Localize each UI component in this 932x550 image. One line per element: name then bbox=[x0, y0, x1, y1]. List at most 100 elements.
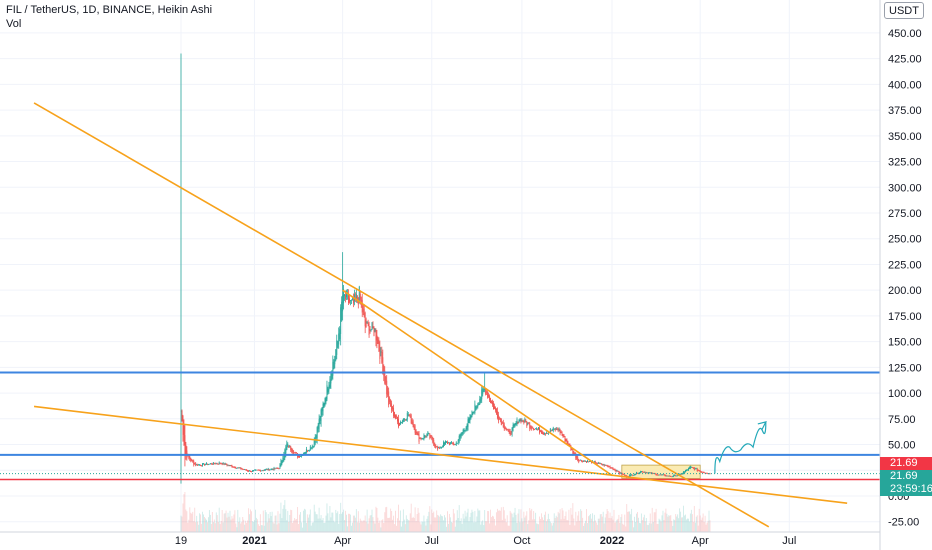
trendline-drawings[interactable] bbox=[33, 102, 848, 528]
candle-body bbox=[664, 474, 666, 477]
candle-body bbox=[432, 437, 434, 443]
candle-body bbox=[467, 419, 469, 427]
volume-bar bbox=[187, 522, 189, 532]
volume-bar bbox=[624, 514, 626, 532]
candle-body bbox=[557, 429, 559, 431]
volume-bar bbox=[640, 513, 642, 532]
volume-bar bbox=[641, 520, 643, 532]
volume-bar bbox=[415, 521, 417, 532]
time-axis[interactable]: 19 2021 Apr Jul Oct 2022 Apr Jul bbox=[175, 535, 796, 547]
candle-body bbox=[525, 420, 527, 423]
candle-body bbox=[585, 461, 587, 462]
candle-body bbox=[708, 473, 710, 475]
volume-bar bbox=[378, 522, 380, 532]
candle-body bbox=[269, 469, 271, 471]
volume-indicator-label[interactable]: Vol bbox=[6, 18, 22, 30]
trendline[interactable] bbox=[33, 405, 848, 504]
candle-body bbox=[399, 422, 400, 426]
candle-body bbox=[620, 472, 622, 474]
volume-bar bbox=[617, 518, 619, 532]
volume-bar bbox=[486, 521, 488, 532]
candle-body bbox=[345, 295, 347, 300]
candle-body bbox=[397, 416, 398, 422]
volume-bar bbox=[202, 511, 204, 532]
volume-bar bbox=[495, 512, 497, 532]
candle-body bbox=[280, 461, 282, 467]
volume-bar bbox=[681, 517, 683, 532]
volume-bar bbox=[310, 525, 312, 532]
volume-bar bbox=[466, 512, 468, 532]
candle-body bbox=[324, 398, 326, 406]
volume-bar bbox=[707, 520, 709, 532]
projection-arrowhead[interactable] bbox=[757, 420, 767, 431]
candle-body bbox=[244, 469, 246, 470]
volume-bar bbox=[267, 513, 269, 532]
candle-body bbox=[477, 403, 479, 407]
volume-bar bbox=[334, 522, 336, 532]
volume-bar bbox=[557, 511, 559, 532]
candle-body bbox=[226, 464, 228, 466]
volume-bar bbox=[336, 513, 338, 532]
candle-body bbox=[246, 469, 248, 471]
candle-body bbox=[339, 329, 341, 339]
candle-body bbox=[615, 469, 617, 472]
candle-body bbox=[342, 295, 344, 312]
volume-bar bbox=[341, 513, 343, 532]
volume-bar bbox=[253, 521, 254, 532]
candle-body bbox=[542, 432, 543, 434]
trendline[interactable] bbox=[33, 102, 770, 528]
trendline[interactable] bbox=[342, 289, 613, 477]
candle-body bbox=[516, 419, 518, 424]
volume-bar bbox=[629, 511, 631, 532]
candle-body bbox=[235, 467, 237, 469]
candle-body bbox=[581, 460, 583, 462]
candle-body bbox=[440, 447, 442, 449]
volume-bar bbox=[689, 513, 691, 532]
time-axis-label: Jul bbox=[425, 535, 439, 547]
candle-body bbox=[329, 379, 331, 388]
candle-body bbox=[289, 446, 291, 447]
price-axis-label: 250.00 bbox=[888, 234, 922, 246]
volume-bar bbox=[231, 516, 233, 532]
volume-bar bbox=[553, 513, 555, 532]
symbol-title[interactable]: FIL / TetherUS, 1D, BINANCE, Heikin Ashi bbox=[6, 4, 213, 16]
volume-bar bbox=[347, 526, 348, 532]
candle-body bbox=[452, 442, 454, 445]
candle-body bbox=[464, 429, 466, 431]
volume-bar bbox=[240, 523, 242, 532]
volume-bar bbox=[548, 519, 550, 532]
projection-arrow-drawing[interactable] bbox=[714, 420, 767, 474]
volume-bar bbox=[473, 522, 475, 532]
candle-body bbox=[292, 449, 294, 453]
candle-body bbox=[504, 426, 506, 430]
volume-bar bbox=[495, 525, 496, 532]
volume-bar bbox=[232, 518, 234, 532]
candle-body bbox=[583, 460, 585, 462]
volume-bar bbox=[565, 511, 567, 532]
volume-bar bbox=[524, 517, 526, 532]
candle-body bbox=[565, 438, 567, 442]
volume-bar bbox=[468, 521, 470, 532]
volume-bar bbox=[399, 520, 400, 532]
candle-body bbox=[451, 442, 453, 444]
candle-body bbox=[590, 461, 591, 463]
candle-body bbox=[308, 449, 310, 451]
range-box-drawing[interactable] bbox=[621, 464, 701, 479]
candle-body bbox=[660, 474, 662, 476]
volume-bar bbox=[331, 512, 333, 532]
volume-bar bbox=[704, 515, 706, 532]
volume-bar bbox=[374, 523, 376, 532]
volume-bar bbox=[298, 523, 300, 532]
volume-bar bbox=[525, 515, 527, 532]
volume-bar bbox=[249, 514, 251, 532]
candle-body bbox=[651, 472, 653, 474]
range-box[interactable] bbox=[621, 464, 701, 479]
volume-bar bbox=[668, 515, 670, 532]
candle-body bbox=[554, 429, 556, 431]
currency-button[interactable]: USDT bbox=[884, 2, 924, 19]
volume-bar bbox=[333, 520, 335, 532]
candle-body bbox=[204, 463, 205, 466]
projection-curve[interactable] bbox=[714, 421, 767, 474]
